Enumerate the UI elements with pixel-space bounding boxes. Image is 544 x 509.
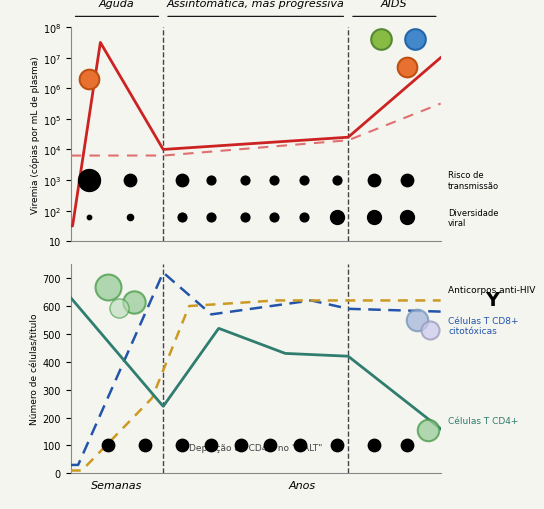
Y-axis label: Viremia (cópias por mL de plasma): Viremia (cópias por mL de plasma) — [30, 56, 40, 214]
Point — [403, 64, 412, 72]
Point — [377, 36, 386, 44]
Point — [140, 441, 149, 449]
Point — [370, 177, 379, 185]
Point — [207, 177, 215, 185]
Point — [177, 214, 186, 222]
Point — [403, 441, 412, 449]
Point — [126, 214, 134, 222]
Text: Semanas: Semanas — [91, 480, 143, 490]
Point — [129, 298, 138, 306]
Point — [370, 441, 379, 449]
Y-axis label: Número de células/título: Número de células/título — [30, 314, 40, 425]
Point — [412, 316, 421, 324]
Text: Assintomática, mas progressiva: Assintomática, mas progressiva — [167, 0, 344, 9]
Point — [333, 214, 342, 222]
Point — [85, 76, 94, 84]
Point — [207, 214, 215, 222]
Point — [270, 177, 279, 185]
Point — [333, 441, 342, 449]
Text: Anticorpos anti-HIV: Anticorpos anti-HIV — [448, 285, 535, 294]
Text: Diversidade
viral: Diversidade viral — [448, 208, 498, 228]
Text: Y: Y — [485, 290, 499, 309]
Point — [237, 441, 245, 449]
Text: Células T CD8+
citotóxicas: Células T CD8+ citotóxicas — [448, 316, 518, 335]
Point — [177, 441, 186, 449]
Point — [85, 214, 94, 222]
Point — [370, 214, 379, 222]
Text: Aguda: Aguda — [99, 0, 135, 9]
Point — [240, 177, 249, 185]
Point — [403, 214, 412, 222]
Text: Células T CD4+: Células T CD4+ — [448, 416, 518, 425]
Point — [270, 214, 279, 222]
Text: Anos: Anos — [288, 480, 316, 490]
Point — [299, 214, 308, 222]
Point — [425, 326, 434, 334]
Point — [114, 304, 123, 313]
Point — [126, 177, 134, 185]
Point — [410, 36, 419, 44]
Point — [299, 177, 308, 185]
Point — [103, 283, 112, 291]
Point — [85, 177, 94, 185]
Point — [240, 214, 249, 222]
Text: AIDS: AIDS — [381, 0, 407, 9]
Point — [403, 177, 412, 185]
Text: Depleção de CD4+ no "GALT": Depleção de CD4+ no "GALT" — [189, 443, 323, 453]
Point — [423, 426, 432, 434]
Point — [207, 441, 215, 449]
Point — [266, 441, 275, 449]
Point — [333, 177, 342, 185]
Point — [296, 441, 305, 449]
Point — [103, 441, 112, 449]
Point — [177, 177, 186, 185]
Text: Risco de
transmissão: Risco de transmissão — [448, 171, 499, 190]
